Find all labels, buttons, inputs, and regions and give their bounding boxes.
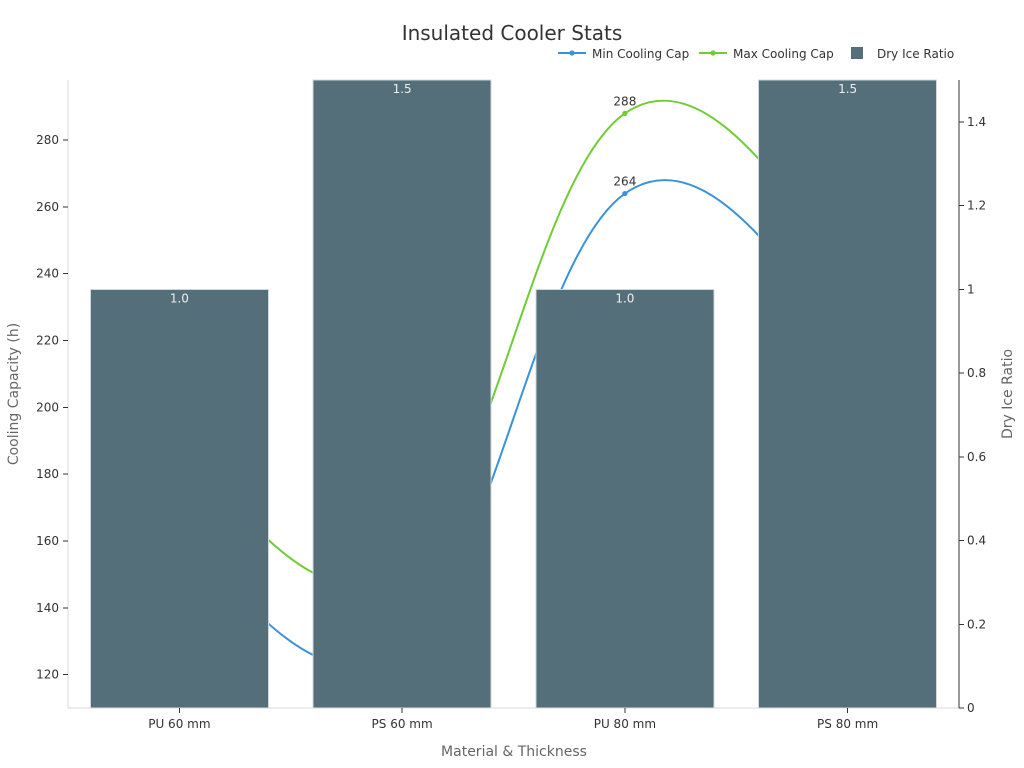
point-min-cooling-cap-3 (622, 190, 628, 197)
y2-tick-label-8: 1.4 (967, 115, 986, 129)
y-tick-label-7: 240 (36, 267, 59, 281)
line-group: 264 288 (178, 94, 849, 667)
y-tick-label-4: 180 (36, 467, 59, 481)
bar-1 (89, 288, 269, 709)
legend-item-dry-ice-ratio[interactable]: Dry Ice Ratio (851, 47, 954, 61)
y2-tick-label-7: 1.2 (967, 199, 986, 213)
y-tick-label-2: 140 (36, 601, 59, 615)
x-tick-label-3: PU 80 mm (594, 717, 656, 731)
y-tick-label-5: 200 (36, 400, 59, 414)
y-tick-label-1: 120 (36, 668, 59, 682)
y-tick-label-6: 220 (36, 334, 59, 348)
legend-item-max-cooling-cap[interactable]: Max Cooling Cap (699, 47, 834, 61)
series-line-min-cooling-cap (178, 179, 849, 667)
bar-3 (535, 288, 715, 709)
x-axis-title: Material & Thickness (441, 744, 587, 760)
y2-tick-label-6: 1 (967, 282, 975, 296)
bar-value-label-3: 1.0 (615, 291, 634, 305)
y-tick-label-3: 160 (36, 534, 59, 548)
legend-label-min-cooling-cap: Min Cooling Cap (592, 47, 689, 61)
x-tick-label-2: PS 60 mm (372, 717, 433, 731)
bar-value-label-4: 1.5 (838, 82, 857, 96)
legend: Min Cooling Cap Max Cooling Cap Dry Ice … (558, 47, 954, 61)
bar-4 (758, 79, 938, 709)
y-axis-title-left: Cooling Capacity (h) (6, 323, 22, 465)
y-tick-label-8: 260 (36, 200, 59, 214)
x-tick-label-1: PU 60 mm (148, 717, 210, 731)
point-max-cooling-cap-3 (622, 110, 628, 117)
point-label-max-cooling-cap-3: 288 (613, 94, 636, 108)
bar-value-label-2: 1.5 (393, 82, 412, 96)
series-line-max-cooling-cap (178, 99, 849, 586)
point-label-min-cooling-cap-3: 264 (613, 175, 636, 189)
legend-label-max-cooling-cap: Max Cooling Cap (733, 47, 834, 61)
y2-tick-label-4: 0.6 (967, 450, 986, 464)
legend-marker-min-cooling-cap (569, 50, 575, 56)
bar-2 (312, 79, 492, 709)
y2-tick-label-5: 0.8 (967, 366, 986, 380)
y-tick-label-9: 280 (36, 133, 59, 147)
y2-tick-label-1: 0 (967, 701, 975, 715)
x-tick-label-4: PS 80 mm (817, 717, 878, 731)
chart-title: Insulated Cooler Stats (402, 21, 623, 45)
y-axis-title-right: Dry Ice Ratio (1000, 349, 1016, 439)
bar-group: 1.0 1.5 1.0 1.5 (89, 79, 938, 709)
legend-swatch-dry-ice-ratio (851, 47, 863, 59)
axes: 120 140 160 180 200 220 240 260 280 0 0.2 0.4 0.6 0.8… (36, 80, 986, 731)
legend-marker-max-cooling-cap (710, 50, 716, 56)
legend-item-min-cooling-cap[interactable]: Min Cooling Cap (558, 47, 689, 61)
legend-label-dry-ice-ratio: Dry Ice Ratio (877, 47, 954, 61)
y2-tick-label-2: 0.2 (967, 617, 986, 631)
y2-tick-label-3: 0.4 (967, 534, 986, 548)
bar-value-label-1: 1.0 (170, 291, 189, 305)
